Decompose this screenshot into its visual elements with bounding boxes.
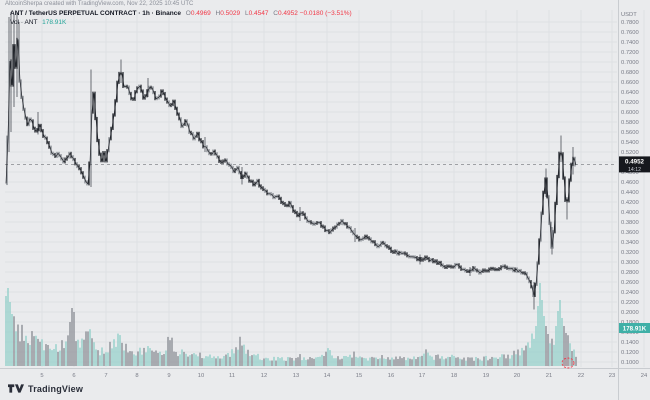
chart-overlays [5,164,617,369]
svg-text:23: 23 [609,373,615,379]
svg-text:0.4952: 0.4952 [625,158,644,165]
svg-text:5: 5 [40,373,43,379]
svg-text:0.2200: 0.2200 [621,300,639,306]
svg-text:13: 13 [293,373,299,379]
svg-text:18: 18 [451,373,457,379]
svg-text:7: 7 [104,373,107,379]
volume-pane [5,283,577,366]
svg-text:22: 22 [578,373,584,379]
svg-text:0.1000: 0.1000 [621,360,639,366]
svg-text:178.91K: 178.91K [623,326,647,333]
svg-text:0.1200: 0.1200 [621,350,639,356]
svg-text:0.4000: 0.4000 [621,210,639,216]
legend: ANT / TetherUS PERPETUAL CONTRACT · 1h ·… [10,10,352,27]
svg-text:21: 21 [546,373,552,379]
svg-text:0.7200: 0.7200 [621,50,639,56]
svg-text:0.5600: 0.5600 [621,130,639,136]
svg-text:20: 20 [514,373,520,379]
svg-text:16: 16 [388,373,394,379]
high-label: H [215,10,221,17]
svg-text:12: 12 [261,373,267,379]
svg-text:0.4600: 0.4600 [621,180,639,186]
watermark-credit: AltcoinSherpa created with TradingView.c… [5,1,194,7]
svg-text:6: 6 [72,373,75,379]
svg-text:0.3000: 0.3000 [621,260,639,266]
low-label: L [244,10,249,17]
change-value: −0.0180 (−3.51%) [299,10,352,17]
svg-text:0.7000: 0.7000 [621,60,639,66]
legend-symbol-row: ANT / TetherUS PERPETUAL CONTRACT · 1h ·… [10,10,352,18]
svg-text:0.7400: 0.7400 [621,40,639,46]
svg-text:0.6200: 0.6200 [621,100,639,106]
svg-text:17: 17 [419,373,425,379]
svg-text:USDT: USDT [621,12,637,18]
svg-text:14: 14 [324,373,331,379]
symbol-title[interactable]: ANT / TetherUS PERPETUAL CONTRACT · 1h ·… [10,10,181,17]
volume-legend-label: Vol · ANT [10,19,38,26]
svg-text:0.5400: 0.5400 [621,140,639,146]
svg-text:0.4800: 0.4800 [621,170,639,176]
svg-text:0.3800: 0.3800 [621,220,639,226]
svg-text:0.3400: 0.3400 [621,240,639,246]
time-axis[interactable]: 5 6 7 8 9 10 11 12 13 14 15 16 17 18 19 20 21 22 23 24 [40,373,648,379]
low-value: 0.4547 [248,10,269,17]
open-label: O [185,10,191,17]
svg-text:11: 11 [229,373,235,379]
legend-volume-row: Vol · ANT 178.91K [10,19,352,27]
svg-text:19: 19 [483,373,489,379]
svg-text:8: 8 [135,373,138,379]
volume-legend-value: 178.91K [42,19,67,26]
open-value: 0.4969 [190,10,211,17]
svg-text:0.6800: 0.6800 [621,70,639,76]
ohlc-readout: O0.4969 H0.5029 L0.4547 C0.4952 −0.0180 … [183,10,352,17]
svg-text:0.6000: 0.6000 [621,110,639,116]
svg-text:15: 15 [356,373,362,379]
last-price-label: 0.4952 14:12 [619,156,650,173]
svg-text:0.2800: 0.2800 [621,270,639,276]
svg-text:0.2400: 0.2400 [621,290,639,296]
svg-text:0.7600: 0.7600 [621,30,639,36]
svg-text:0.6400: 0.6400 [621,90,639,96]
last-volume-label: 178.91K [619,323,650,333]
svg-text:0.1400: 0.1400 [621,340,639,346]
svg-text:0.2600: 0.2600 [621,280,639,286]
price-axis[interactable]: 0.7800 0.7600 0.7400 0.7200 0.7000 0.6800 0.66… [621,12,639,366]
svg-text:0.7800: 0.7800 [621,20,639,26]
candlestick-series [5,12,577,310]
svg-text:0.5200: 0.5200 [621,150,639,156]
tradingview-logo-text: TradingView [28,383,84,394]
svg-text:0.4400: 0.4400 [621,190,639,196]
tradingview-logo[interactable]: TradingView [8,383,83,394]
close-value: 0.4952 [277,10,298,17]
svg-text:0.2000: 0.2000 [621,310,639,316]
svg-text:24: 24 [641,373,648,379]
high-value: 0.5029 [220,10,241,17]
svg-text:14:12: 14:12 [628,167,641,173]
svg-text:0.4200: 0.4200 [621,200,639,206]
svg-text:0.6600: 0.6600 [621,80,639,86]
tradingview-logo-icon [8,384,24,393]
svg-text:0.3600: 0.3600 [621,230,639,236]
svg-text:9: 9 [167,373,170,379]
svg-text:10: 10 [198,373,204,379]
svg-text:0.5800: 0.5800 [621,120,639,126]
svg-text:0.3200: 0.3200 [621,250,639,256]
close-label: C [273,10,278,17]
